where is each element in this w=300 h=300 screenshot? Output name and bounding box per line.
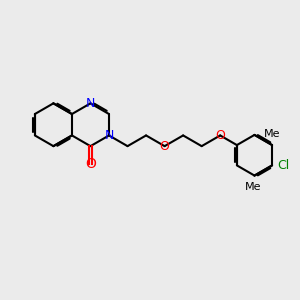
Text: O: O [85,157,96,171]
Text: N: N [86,97,95,110]
Text: O: O [215,129,225,142]
Text: O: O [160,140,170,153]
Text: Me: Me [264,128,280,139]
Text: Cl: Cl [278,159,290,172]
Text: N: N [104,129,114,142]
Text: Me: Me [245,182,261,192]
